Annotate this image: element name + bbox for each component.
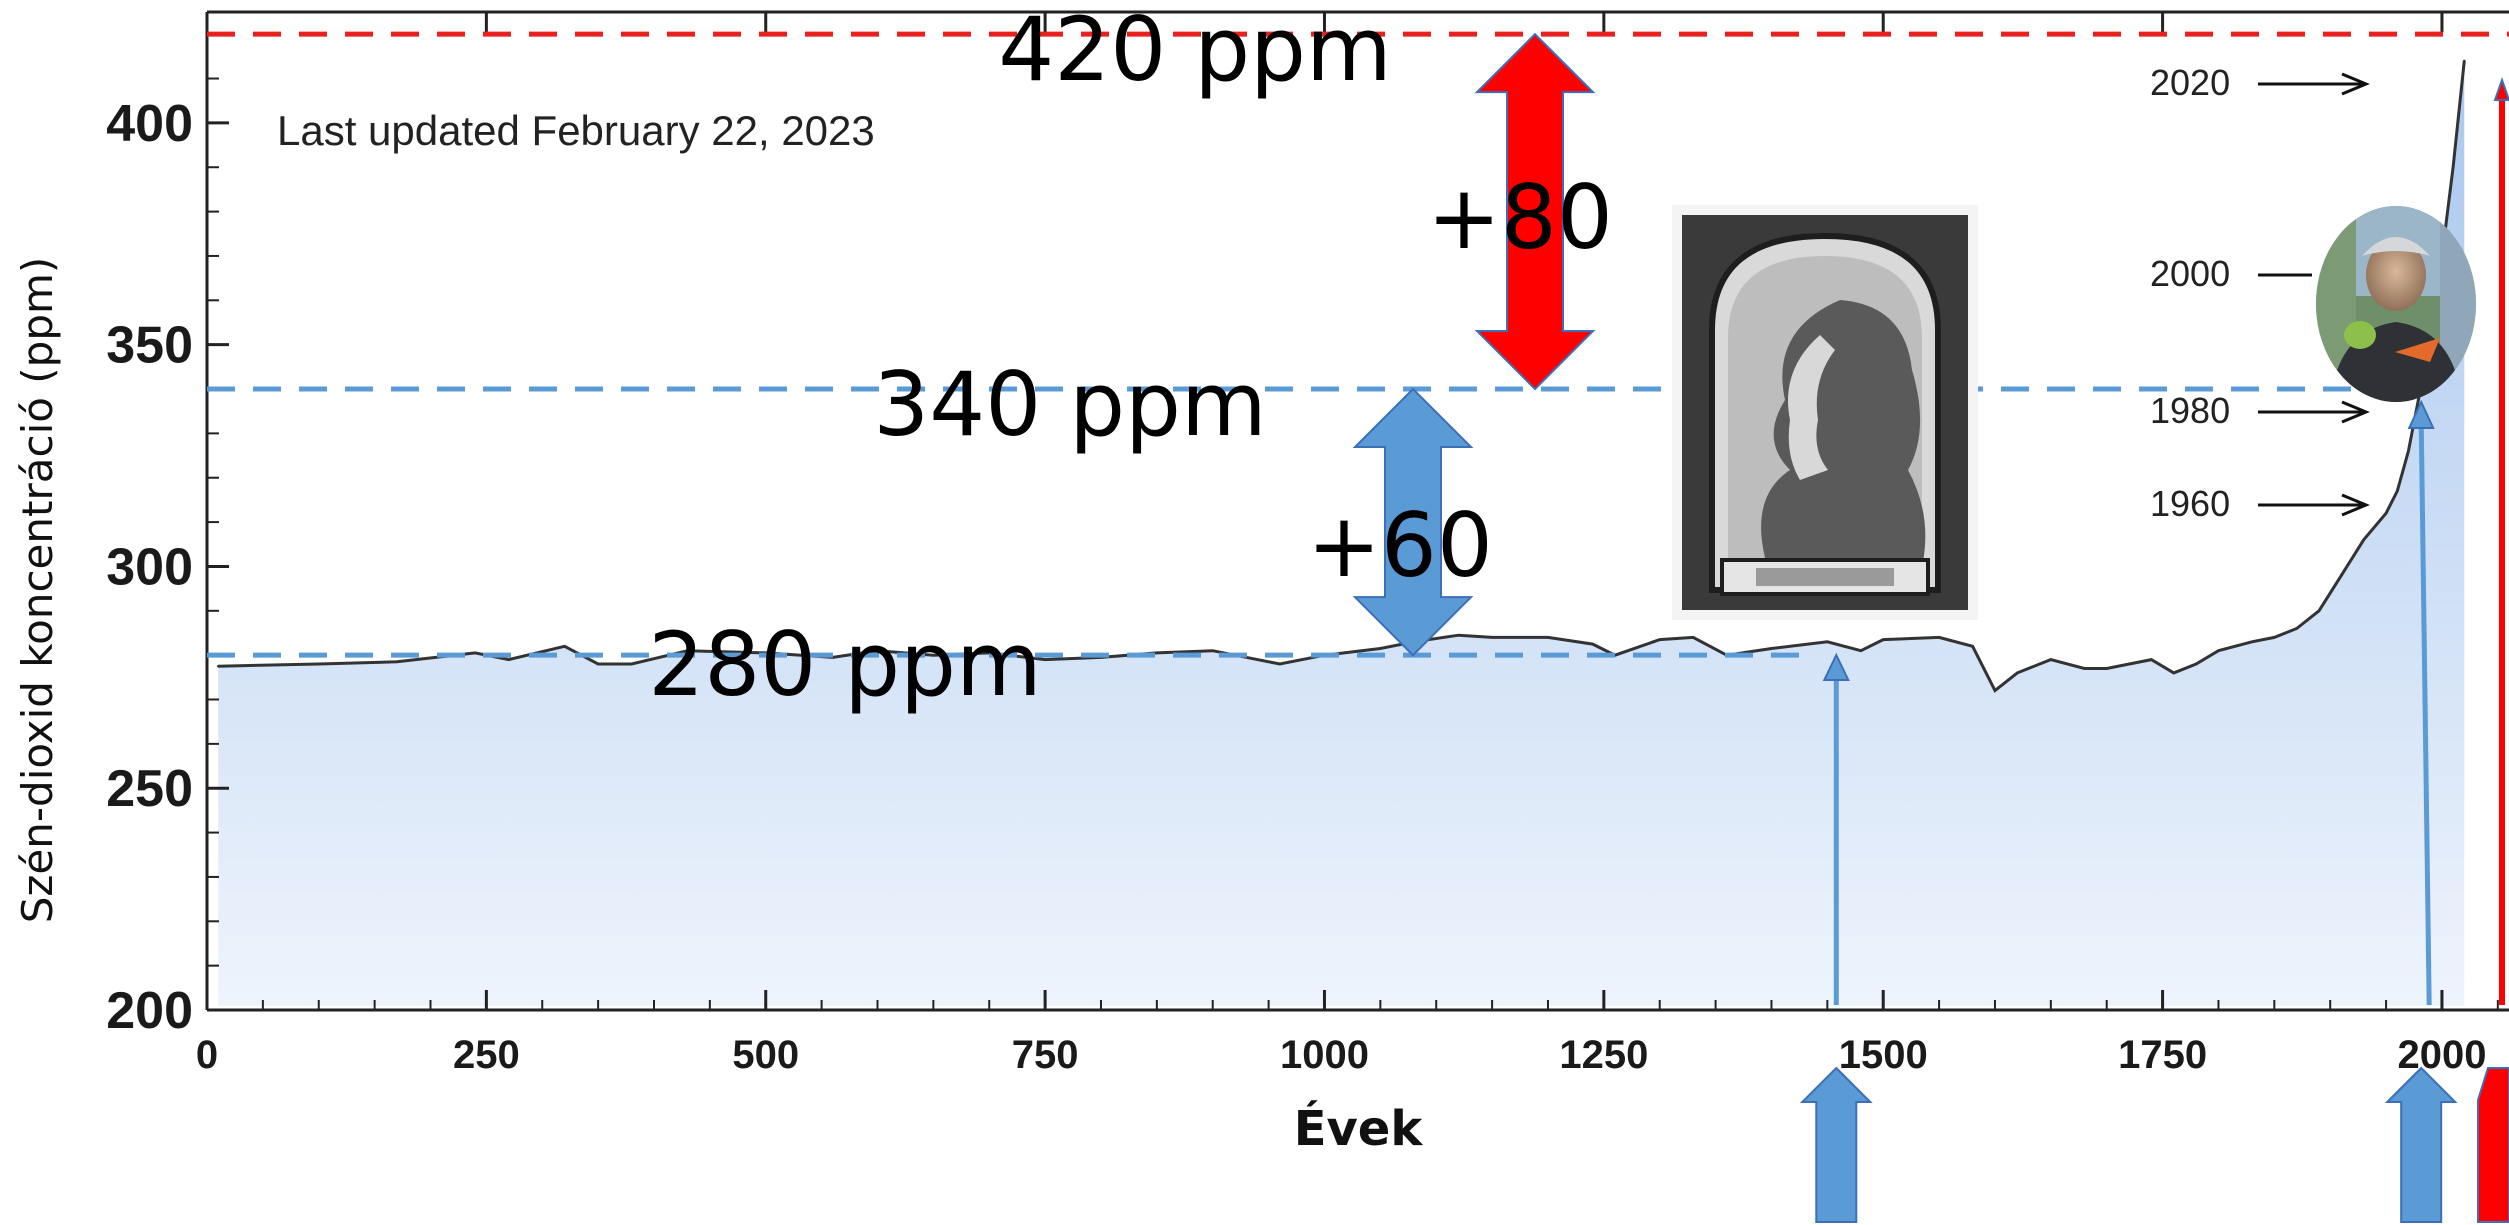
event-bottom-arrow-1458 — [1799, 1066, 1873, 1223]
last-updated-note: Last updated February 22, 2023 — [277, 107, 875, 154]
data-point-10 — [216, 665, 220, 668]
data-point-1550 — [1937, 636, 1941, 639]
data-point-2020 — [2463, 59, 2466, 62]
diff-arrow-60 — [1352, 387, 1474, 657]
x-ticks-group: 0 250 500 750 1000 1250 1500 1750 2000 — [196, 12, 2499, 1077]
data-point-1400 — [1770, 647, 1773, 650]
y-tick-label-350: 350 — [106, 317, 193, 375]
data-point-350 — [596, 662, 600, 666]
x-tick-label-1000: 1000 — [1280, 1033, 1369, 1077]
data-point-170 — [395, 660, 399, 664]
data-point-1960 — [2396, 489, 2399, 493]
data-point-1050 — [1379, 647, 1382, 650]
event-line-1985 — [2418, 419, 2432, 1006]
year-marker-2000: 2000 — [2150, 253, 2230, 294]
data-point-1950 — [2384, 512, 2388, 515]
year-markers: 2020 2000 1980 1960 — [2150, 62, 2370, 524]
event-arrows-group — [1799, 76, 2509, 1223]
data-point-1500 — [1882, 638, 1885, 641]
data-point-1870 — [2295, 627, 2298, 630]
portrait-relief-image — [1672, 205, 1978, 620]
level-label-280: 280 ppm — [648, 613, 1041, 716]
event-arrowhead-2060 — [2493, 76, 2509, 101]
data-point-600 — [876, 649, 879, 652]
co2-area-fill — [218, 60, 2465, 1007]
data-points-group — [216, 59, 2466, 692]
event-arrowhead-1458 — [1822, 652, 1850, 681]
y-tick-label-250: 250 — [106, 760, 193, 818]
diff-arrow-80 — [1474, 32, 1596, 391]
data-point-1480 — [1859, 649, 1863, 652]
x-axis-label: Évek — [1294, 1100, 1424, 1157]
data-point-1760 — [2172, 671, 2175, 675]
data-point-750 — [1043, 658, 1047, 661]
data-point-1800 — [2217, 649, 2220, 652]
data-point-270 — [507, 658, 510, 661]
data-point-1240 — [1591, 642, 1594, 646]
level-label-420: 420 ppm — [998, 0, 1391, 101]
event-arrowhead-1985 — [2407, 399, 2435, 429]
data-point-1150 — [1490, 636, 1494, 639]
y-tick-label-300: 300 — [106, 538, 193, 596]
year-marker-2020: 2020 — [2150, 62, 2230, 103]
data-point-1620 — [2016, 671, 2019, 675]
data-point-1120 — [1457, 633, 1460, 637]
data-point-2010 — [2451, 166, 2455, 169]
data-point-1930 — [2362, 538, 2365, 542]
diff-label-60: +60 — [1307, 494, 1493, 597]
data-point-1680 — [2083, 667, 2086, 670]
axes-frame — [205, 10, 2509, 1012]
year-marker-1960: 1960 — [2150, 483, 2230, 524]
y-axis-label: Szén-dioxid koncentráció (ppm) — [13, 257, 62, 924]
x-tick-label-1250: 1250 — [1559, 1033, 1648, 1077]
data-point-1700 — [2105, 667, 2108, 670]
data-point-100 — [317, 662, 320, 666]
data-point-1970 — [2407, 449, 2410, 453]
x-tick-label-2000: 2000 — [2397, 1033, 2486, 1077]
data-point-1850 — [2273, 636, 2276, 639]
data-point-1580 — [1971, 645, 1974, 648]
data-point-650 — [932, 653, 935, 657]
x-tick-label-750: 750 — [1012, 1033, 1079, 1077]
y-tick-label-400: 400 — [106, 95, 193, 153]
data-point-1300 — [1658, 638, 1661, 641]
data-point-1890 — [2317, 609, 2321, 612]
person-photo-image — [2316, 206, 2476, 402]
data-point-1740 — [2150, 658, 2153, 661]
x-tick-label-1500: 1500 — [1839, 1033, 1928, 1077]
x-tick-label-0: 0 — [196, 1033, 218, 1077]
data-point-380 — [630, 662, 633, 666]
event-bottom-arrow-1985 — [2384, 1066, 2458, 1223]
data-point-850 — [1155, 651, 1159, 655]
event-bottom-arrow-2060 — [2477, 1067, 2509, 1223]
data-point-1830 — [2250, 640, 2254, 644]
y-ticks-group: 200 250 300 350 400 — [106, 33, 229, 1040]
data-point-1650 — [2049, 658, 2053, 661]
x-tick-label-1750: 1750 — [2118, 1033, 2207, 1077]
data-point-1450 — [1826, 640, 1829, 644]
data-point-1780 — [2194, 662, 2198, 666]
year-marker-1980: 1980 — [2150, 390, 2230, 431]
x-tick-label-500: 500 — [732, 1033, 799, 1077]
data-point-430 — [686, 649, 689, 652]
x-tick-label-250: 250 — [453, 1033, 520, 1077]
y-tick-label-200: 200 — [106, 982, 193, 1040]
data-point-1600 — [1993, 689, 1997, 692]
data-point-1200 — [1546, 636, 1550, 639]
data-point-320 — [563, 645, 566, 648]
data-point-960 — [1278, 662, 1281, 666]
data-point-240 — [473, 651, 477, 655]
level-label-340: 340 ppm — [873, 353, 1266, 456]
data-point-900 — [1211, 649, 1214, 652]
data-point-1910 — [2340, 574, 2343, 577]
diff-label-80: +80 — [1427, 166, 1613, 269]
data-point-1330 — [1692, 636, 1695, 639]
